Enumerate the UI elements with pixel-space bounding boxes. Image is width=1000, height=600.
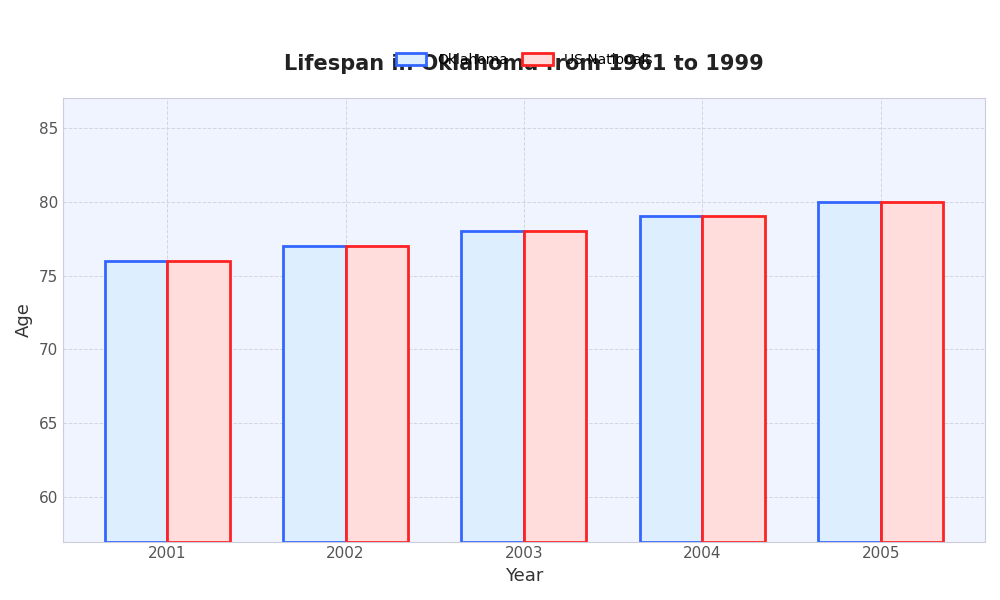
Bar: [881, 202, 943, 542]
Bar: [524, 231, 586, 542]
Y-axis label: Age: Age: [15, 302, 33, 337]
Bar: [346, 246, 408, 542]
X-axis label: Year: Year: [505, 567, 543, 585]
Bar: [640, 217, 702, 542]
Bar: [105, 261, 167, 542]
Bar: [818, 202, 881, 542]
Title: Lifespan in Oklahoma from 1961 to 1999: Lifespan in Oklahoma from 1961 to 1999: [284, 55, 764, 74]
Bar: [167, 261, 230, 542]
Bar: [283, 246, 346, 542]
Bar: [702, 217, 765, 542]
Bar: [461, 231, 524, 542]
Legend: Oklahoma, US Nationals: Oklahoma, US Nationals: [390, 47, 658, 73]
